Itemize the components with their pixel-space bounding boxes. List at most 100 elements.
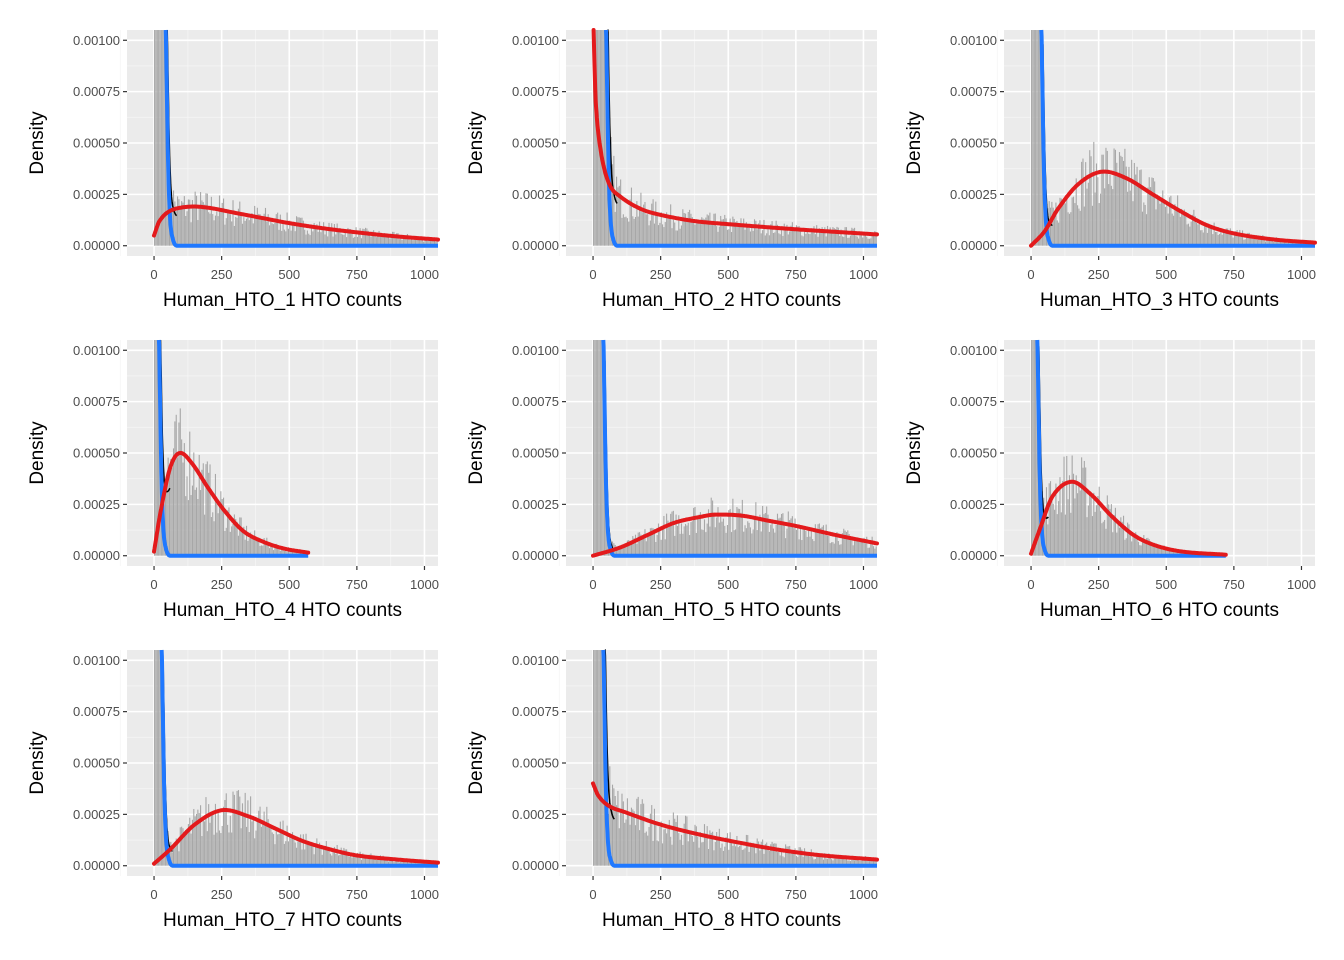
histogram-bar <box>237 790 239 866</box>
histogram-bar <box>651 527 653 556</box>
histogram-bar <box>354 853 356 866</box>
histogram-bar <box>175 838 177 866</box>
histogram-bar <box>1054 509 1056 556</box>
histogram-bar <box>206 461 208 556</box>
histogram-bar <box>1093 141 1095 246</box>
histogram-bar <box>714 213 716 246</box>
histogram-bar <box>753 517 756 556</box>
histogram-bar <box>628 812 630 866</box>
histogram-bar <box>670 204 672 246</box>
histogram-bar <box>797 226 799 246</box>
histogram-bar <box>275 829 277 866</box>
histogram-bar <box>341 851 344 866</box>
x-tick-label: 0 <box>589 577 596 592</box>
histogram-bar <box>341 234 344 246</box>
histogram-bar <box>343 847 345 866</box>
histogram-bar <box>231 832 233 866</box>
histogram-bar <box>771 221 773 246</box>
histogram-bar <box>1078 208 1080 246</box>
histogram-bar <box>304 229 306 246</box>
histogram-bar <box>826 535 829 556</box>
histogram-bar <box>1205 227 1207 246</box>
histogram-bar <box>235 809 237 866</box>
histogram-bar <box>158 340 160 556</box>
histogram-bar <box>1175 549 1177 556</box>
histogram-bar <box>297 841 299 866</box>
histogram-bar <box>1221 234 1223 246</box>
histogram-bar <box>687 522 689 556</box>
histogram-bar <box>1217 234 1219 246</box>
histogram-bar <box>798 226 800 246</box>
histogram-bar <box>336 223 338 246</box>
histogram-bar <box>690 522 692 556</box>
histogram-bar <box>423 861 425 866</box>
histogram-bar <box>198 206 200 246</box>
histogram-bar <box>629 199 631 246</box>
histogram-bar <box>730 842 733 866</box>
histogram-bar <box>205 464 207 556</box>
histogram-bar <box>783 522 785 556</box>
histogram-bar <box>405 235 407 246</box>
histogram-bar <box>235 216 237 246</box>
histogram-bar <box>767 849 769 866</box>
histogram-bar <box>304 849 306 866</box>
histogram-bar <box>1224 230 1226 246</box>
histogram-bar <box>863 858 865 866</box>
histogram-bar <box>851 857 853 866</box>
histogram-bar <box>718 226 720 246</box>
histogram-bar <box>845 227 848 246</box>
histogram-bar <box>332 851 334 866</box>
histogram-bar <box>277 212 279 246</box>
histogram-bar <box>717 838 719 866</box>
histogram-bar <box>1086 188 1088 246</box>
histogram-bar <box>702 529 704 556</box>
histogram-bar <box>1070 212 1072 246</box>
histogram-bar <box>294 842 296 866</box>
histogram-bar <box>753 219 756 246</box>
histogram-bar <box>829 856 831 866</box>
histogram-bar <box>294 231 296 246</box>
histogram-bar <box>599 340 601 556</box>
histogram-bar <box>1089 493 1091 556</box>
histogram-bar <box>1100 511 1102 556</box>
histogram-bar <box>628 221 630 246</box>
histogram-bar <box>237 208 239 246</box>
histogram-bar <box>740 218 742 246</box>
histogram-bar <box>759 850 761 866</box>
y-tick-label: 0.00000 <box>512 238 559 253</box>
histogram-bar <box>1258 235 1260 246</box>
histogram-bar <box>309 235 311 246</box>
histogram-bar <box>174 201 176 246</box>
histogram-bar <box>625 216 627 246</box>
histogram-bar <box>162 30 164 246</box>
x-axis-label: Human_HTO_3 HTO counts <box>1040 290 1279 311</box>
histogram-bar <box>262 545 264 556</box>
histogram-bar <box>1131 541 1133 556</box>
histogram-bar <box>766 506 768 556</box>
histogram-bar <box>374 235 376 246</box>
histogram-bar <box>695 532 697 556</box>
histogram-bar <box>793 850 795 866</box>
histogram-bar <box>314 227 317 246</box>
histogram-bar <box>701 529 703 556</box>
histogram-bar <box>240 828 242 866</box>
histogram-bar <box>1121 521 1123 556</box>
histogram-bar <box>1109 174 1111 246</box>
histogram-bar <box>1101 154 1103 246</box>
histogram-bar <box>1137 186 1139 246</box>
y-tick-label: 0.00050 <box>512 446 559 461</box>
histogram-bar <box>771 841 773 866</box>
histogram-bar <box>767 514 769 556</box>
histogram-bar <box>160 30 162 246</box>
histogram-bar <box>798 847 800 866</box>
histogram-bar <box>208 804 210 866</box>
histogram-bar <box>1171 551 1173 556</box>
histogram-bar <box>255 217 257 246</box>
histogram-bar <box>1136 534 1138 556</box>
y-tick-label: 0.00000 <box>73 548 120 563</box>
histogram-bar <box>810 528 812 556</box>
histogram-bar <box>371 856 373 866</box>
histogram-bar <box>312 231 314 246</box>
histogram-bar <box>841 533 843 556</box>
